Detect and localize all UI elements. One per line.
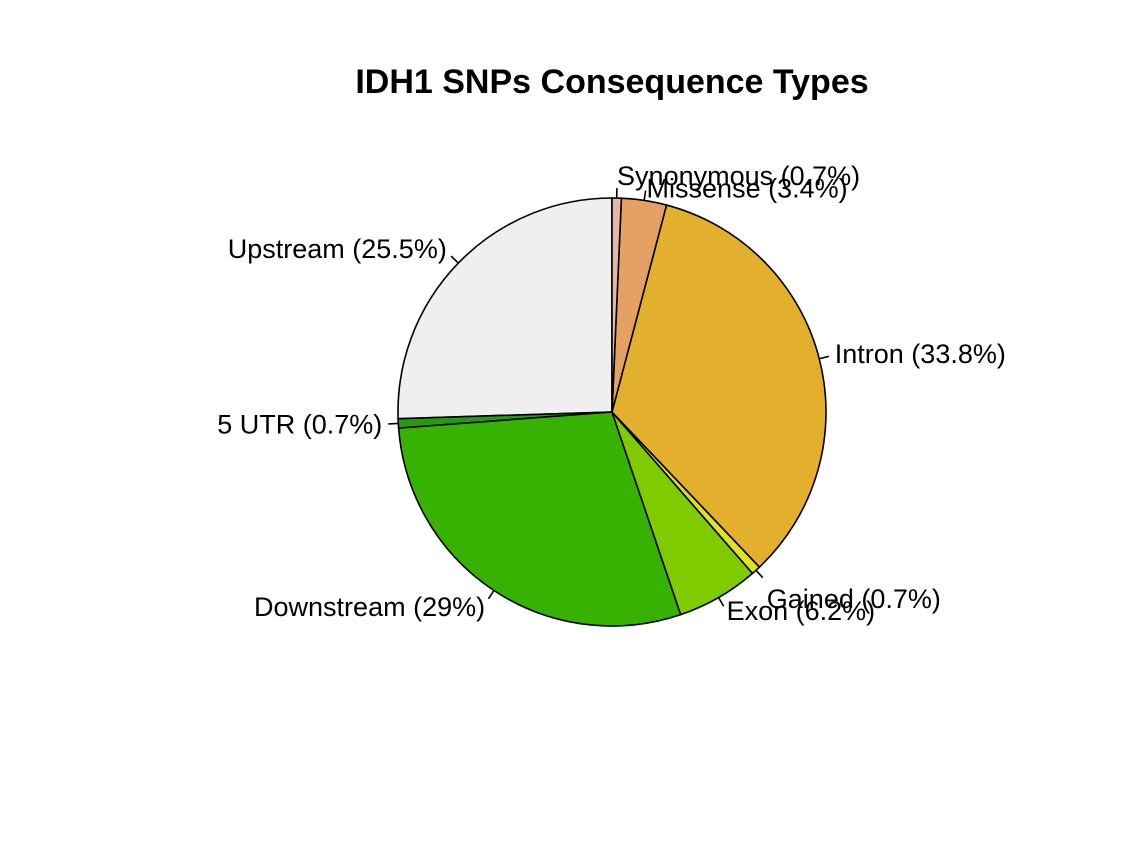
pie-slices — [397, 197, 827, 627]
chart-title: IDH1 SNPs Consequence Types — [355, 63, 868, 101]
leader-lines — [388, 188, 830, 607]
leader-line-missense — [643, 190, 647, 201]
slice-label-synonymous: Synonymous (0.7%) — [617, 161, 860, 191]
slice-label-intron: Intron (33.8%) — [835, 339, 1006, 369]
slice-label-exon: Exon (6.2%) — [727, 596, 876, 626]
slice-label-5-utr: 5 UTR (0.7%) — [217, 409, 382, 439]
pie-slice-synonymous — [611, 197, 623, 413]
pie-slice-intron — [611, 204, 827, 569]
pie-slice-upstream — [397, 197, 613, 420]
pie-slice-downstream — [397, 411, 682, 627]
slice-label-missense: Missense (3.4%) — [647, 174, 848, 204]
leader-line-upstream — [450, 255, 459, 264]
slice-label-gained: Gained (0.7%) — [767, 584, 941, 614]
leader-line-downstream — [487, 590, 495, 600]
leader-line-gained — [755, 569, 764, 579]
slice-labels: Upstream (25.5%) 5 UTR (0.7%) Downstream (… — [217, 161, 1006, 626]
leader-line-exon — [717, 597, 725, 607]
leader-line-intron — [819, 355, 830, 360]
leader-line-5-utr — [388, 422, 399, 425]
slice-label-downstream: Downstream (29%) — [254, 592, 485, 622]
slice-label-upstream: Upstream (25.5%) — [228, 234, 447, 264]
